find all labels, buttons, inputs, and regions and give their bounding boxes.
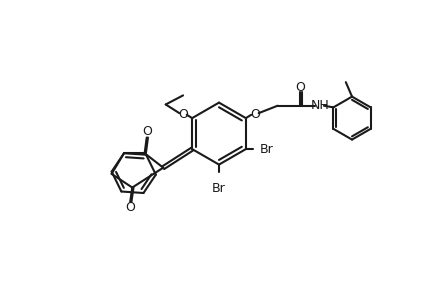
Text: Br: Br [259,142,273,156]
Text: O: O [178,108,188,121]
Text: NH: NH [311,99,329,112]
Text: O: O [296,81,305,94]
Text: O: O [250,108,260,121]
Text: O: O [142,125,152,138]
Text: Br: Br [212,182,226,195]
Text: O: O [125,201,135,214]
